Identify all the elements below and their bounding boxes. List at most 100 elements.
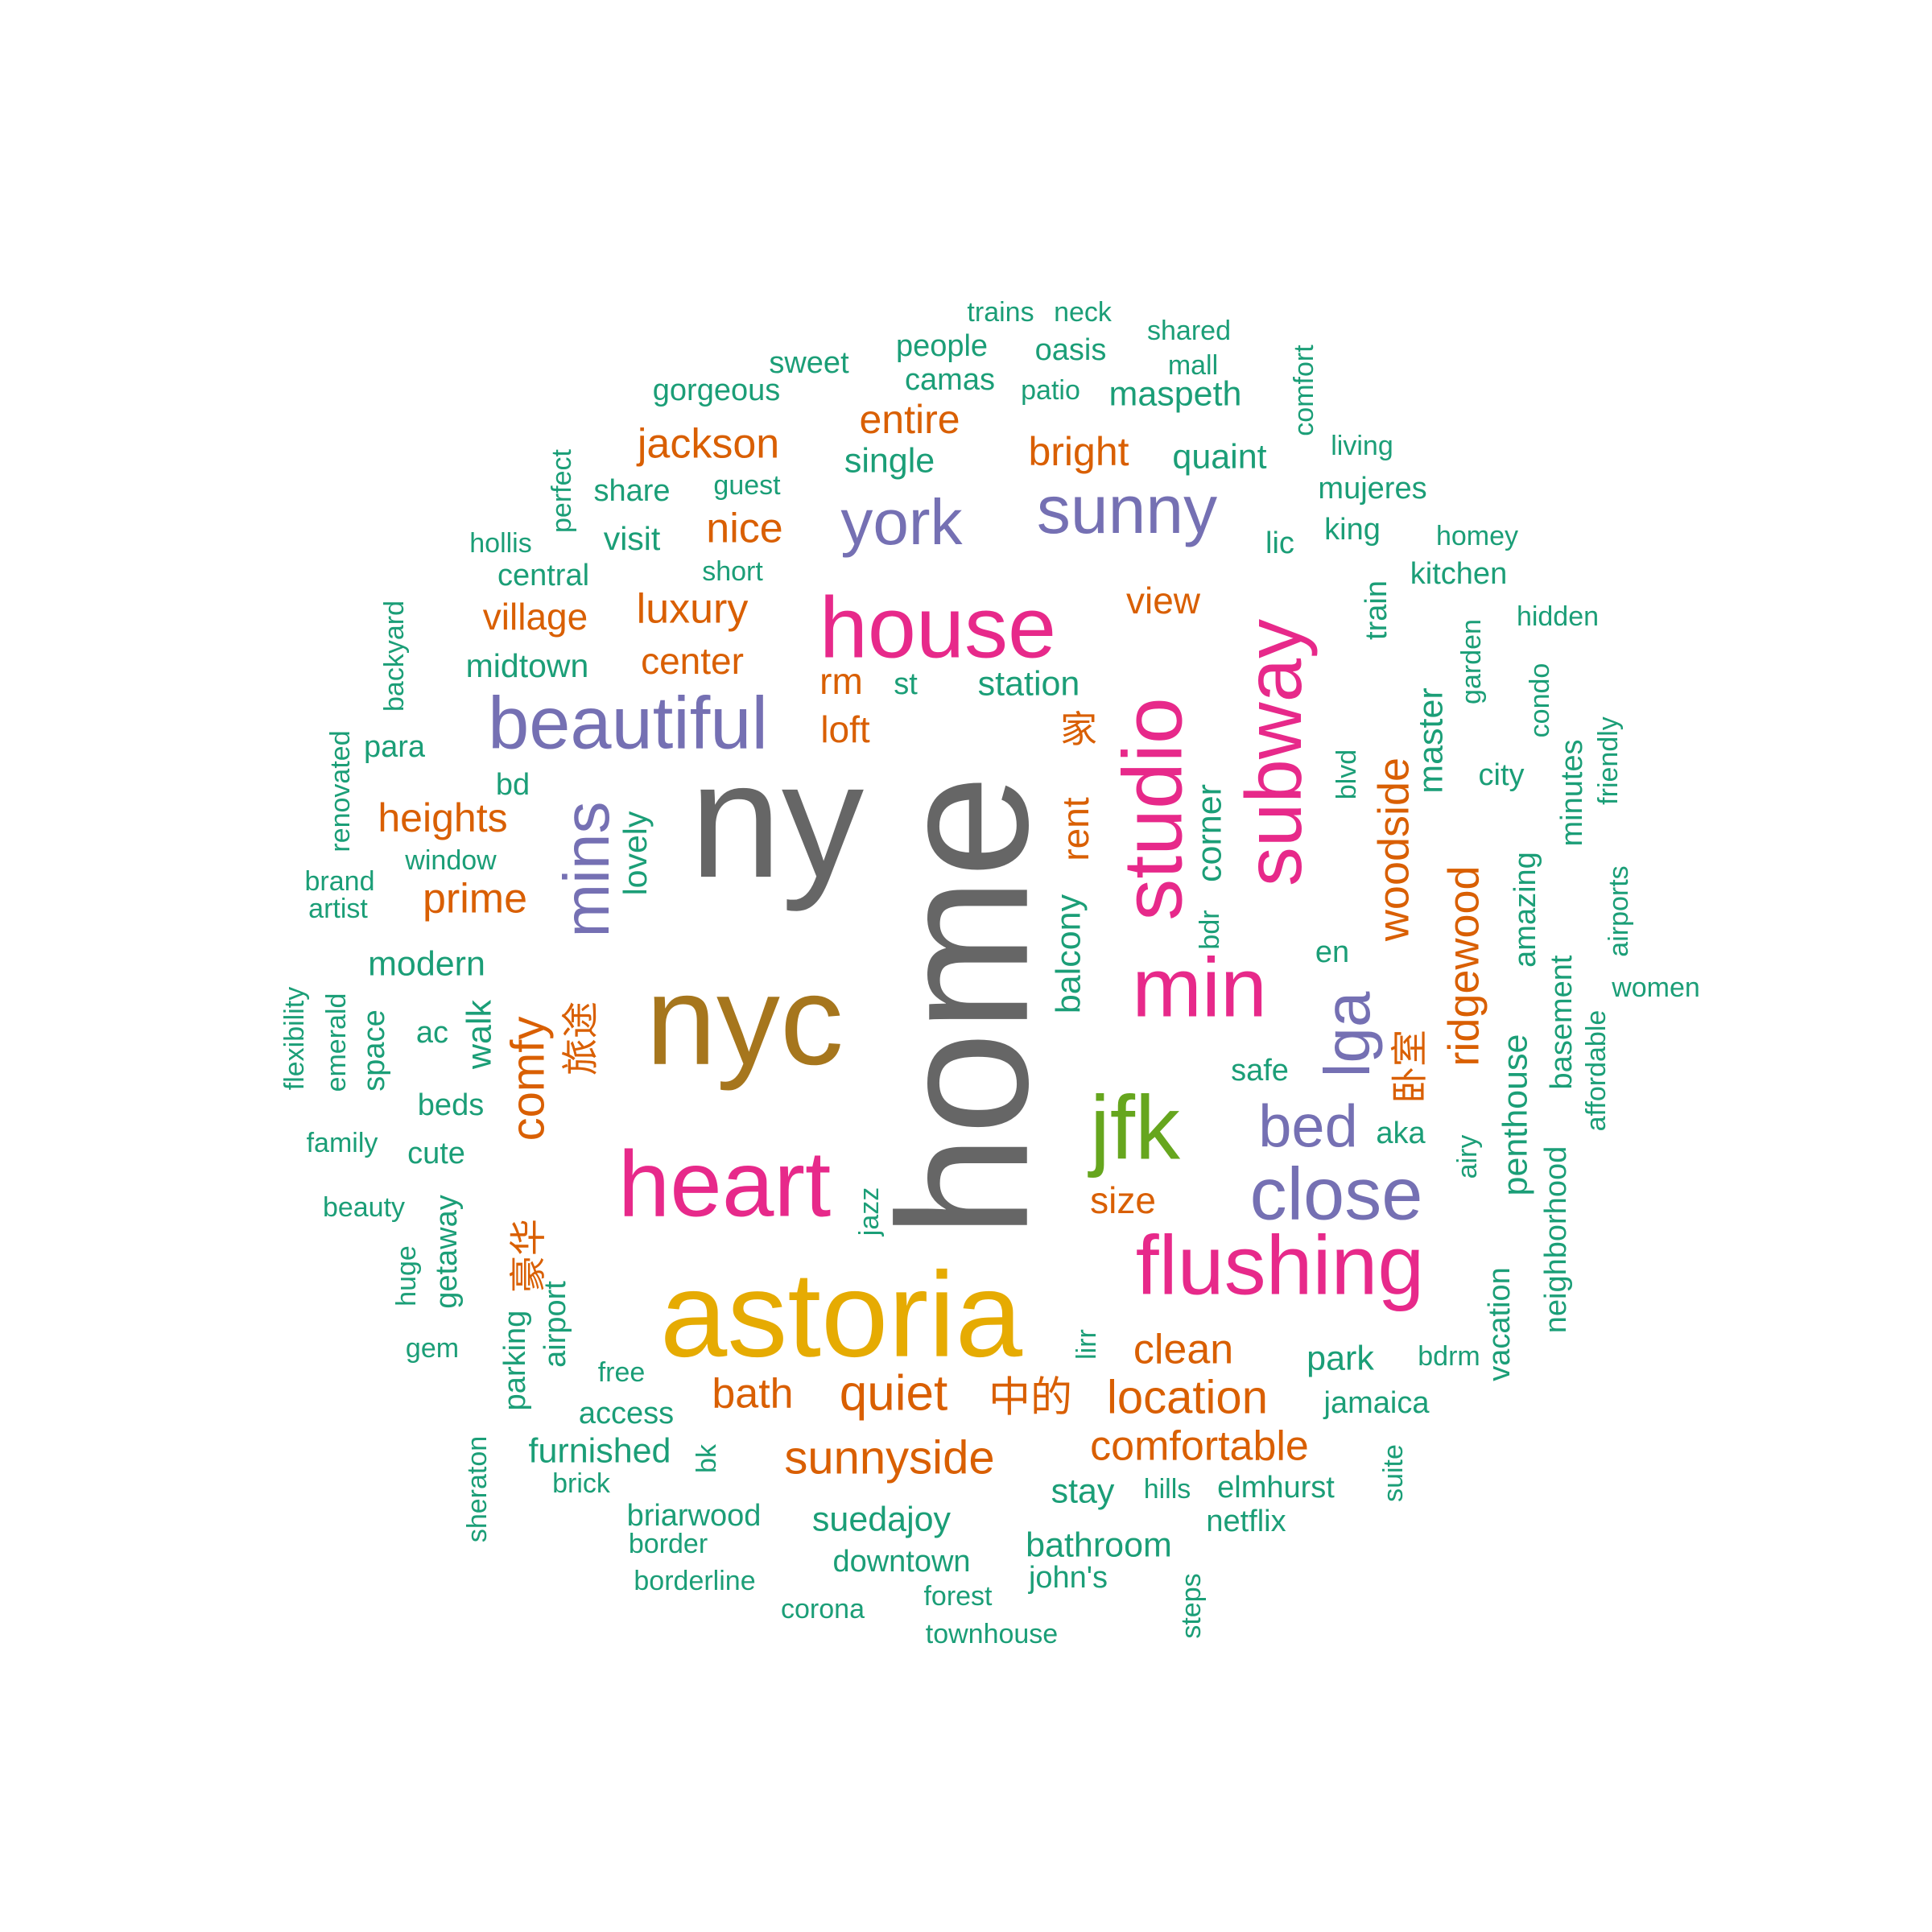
word-airport: airport [539,1281,572,1368]
word-sheraton: sheraton [462,1436,493,1542]
word-emerald: emerald [321,993,352,1092]
word-beautiful: beautiful [488,682,768,764]
word-clean: clean [1133,1327,1233,1373]
word-stay: stay [1051,1472,1115,1510]
word--: 中的 [989,1375,1072,1422]
word-patio: patio [1021,375,1080,406]
word-ridgewood: ridgewood [1439,865,1488,1066]
word-entire: entire [859,397,960,442]
word-bright: bright [1028,429,1129,474]
word-ac: ac [416,1016,448,1050]
word-backyard: backyard [379,601,410,712]
word-beauty: beauty [323,1192,405,1223]
word-renovated: renovated [325,730,356,852]
word-furnished: furnished [529,1431,671,1470]
word-lirr: lirr [1071,1329,1102,1360]
word-short: short [702,556,763,587]
word-family: family [307,1128,378,1158]
word-sunny: sunny [1037,472,1217,547]
word--: 卧室 [1389,1030,1430,1104]
word-borderline: borderline [634,1566,755,1596]
word-airy: airy [1452,1135,1483,1179]
word-heights: heights [378,795,507,840]
word-sweet: sweet [769,346,849,380]
word-huge: huge [391,1245,422,1307]
word-astoria: astoria [660,1247,1023,1382]
word-getaway: getaway [430,1195,464,1309]
word-york: york [840,486,963,558]
word-ny: ny [690,728,865,912]
word-friendly: friendly [1593,716,1624,805]
word-trains: trains [967,297,1034,328]
word-john-s: john's [1028,1561,1108,1595]
word-penthouse: penthouse [1496,1034,1534,1196]
word-lga: lga [1311,991,1383,1077]
word-vacation: vacation [1483,1267,1517,1381]
word-prime: prime [423,876,527,923]
word-bdrm: bdrm [1418,1341,1480,1372]
word-center: center [641,640,744,682]
word-share: share [593,474,670,508]
word-nyc: nyc [646,950,844,1092]
word-location: location [1107,1371,1268,1423]
word-basement: basement [1545,955,1579,1089]
word-para: para [364,730,426,764]
word-access: access [579,1397,674,1430]
word-guest: guest [713,470,781,501]
word-affordable: affordable [1581,1010,1612,1132]
word-space: space [357,1009,391,1091]
word-netflix: netflix [1206,1505,1286,1538]
word-camas: camas [905,363,995,397]
word-flexibility: flexibility [279,987,310,1090]
word-rm: rm [819,660,863,702]
word-station: station [978,664,1080,703]
word-jfk: jfk [1088,1078,1181,1179]
word-maspeth: maspeth [1109,374,1242,413]
word-quiet: quiet [840,1365,947,1421]
word-suite: suite [1378,1444,1409,1502]
word-neck: neck [1054,297,1113,328]
word-comfortable: comfortable [1090,1423,1309,1470]
word-jackson: jackson [636,421,779,468]
word-steps: steps [1176,1573,1207,1638]
word-woodside: woodside [1369,758,1418,942]
word-kitchen: kitchen [1410,557,1507,591]
word-aka: aka [1376,1117,1426,1150]
word-mall: mall [1168,350,1218,381]
word-rent: rent [1055,797,1096,861]
word-bath: bath [712,1371,793,1418]
word-brick: brick [552,1468,611,1499]
word-city: city [1479,758,1525,792]
word-view: view [1126,580,1201,621]
word-en: en [1315,935,1349,969]
word-st: st [894,667,918,701]
word-master: master [1411,687,1450,793]
word-quaint: quaint [1172,437,1266,476]
word-central: central [497,559,589,592]
word-sunnyside: sunnyside [784,1431,994,1484]
word-neighborhood: neighborhood [1539,1146,1573,1333]
word--: 家 [1060,708,1097,750]
word-house: house [819,579,1056,676]
word-window: window [404,845,497,876]
word-border: border [629,1529,708,1559]
word-king: king [1324,513,1381,547]
word-modern: modern [368,944,485,983]
word-townhouse: townhouse [926,1619,1058,1649]
word-corner: corner [1190,784,1228,882]
word-lic: lic [1265,526,1294,560]
word-midtown: midtown [466,647,589,684]
word-gorgeous: gorgeous [653,374,780,407]
word-walk: walk [460,999,498,1070]
word-homey: homey [1436,521,1518,551]
word-forest: forest [923,1581,993,1612]
word-flushing: flushing [1136,1219,1424,1312]
word-hidden: hidden [1517,601,1599,632]
word-oasis: oasis [1035,333,1107,367]
word-artist: artist [308,894,368,924]
word-people: people [896,329,988,363]
word-downtown: downtown [832,1545,970,1579]
word-perfect: perfect [547,448,577,532]
